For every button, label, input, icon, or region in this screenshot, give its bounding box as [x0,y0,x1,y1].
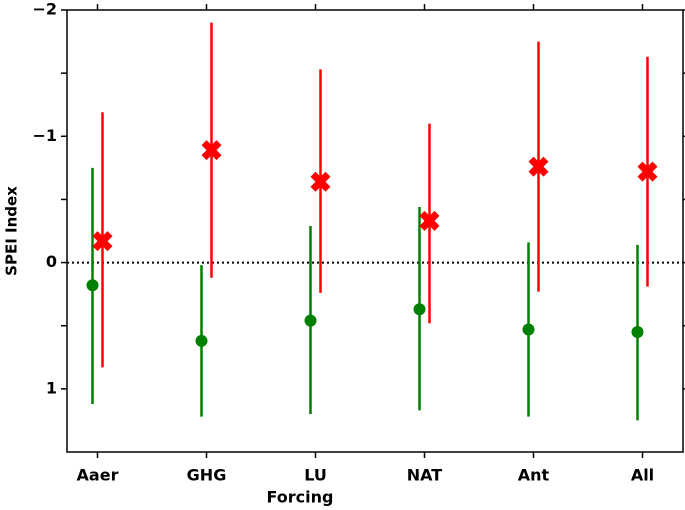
marker [522,323,535,336]
y-axis-label: SPEI Index [3,186,21,276]
marker [86,279,99,292]
marker [413,303,426,316]
marker [631,326,644,339]
x-tick-label: Aaer [77,466,119,485]
y-tick-label: 1 [46,378,57,397]
marker [419,210,440,231]
marker [92,231,113,252]
x-tick-label: GHG [187,466,227,485]
y-tick-label: 0 [46,252,57,271]
marker [195,334,208,347]
marker [637,161,658,182]
x-tick-label: LU [304,466,327,485]
marker [304,314,317,327]
marker [201,140,222,161]
x-tick-label: All [631,466,654,485]
x-tick-label: Ant [518,466,550,485]
x-tick-label: NAT [407,466,443,485]
y-tick-label: −1 [32,126,57,145]
marker [310,171,331,192]
marker [528,156,549,177]
x-axis-label: Forcing [267,488,334,507]
y-tick-label: −2 [32,0,57,19]
plot-frame [66,9,684,453]
